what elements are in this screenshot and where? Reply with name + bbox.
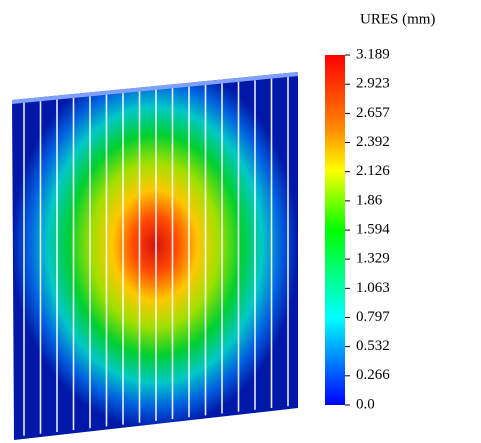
chart: URES (mm) 0.0 0.266 0.532 0.797 1.063 1.329 1.… — [0, 0, 481, 443]
colorbar-tick-label: 0.532 — [356, 338, 390, 354]
colorbar-tick-label: 1.594 — [356, 221, 390, 237]
colorbar-tick-label: 0.266 — [356, 367, 390, 383]
colorbar-tick-label: 2.923 — [356, 76, 390, 92]
colorbar-title: URES (mm) — [360, 11, 435, 27]
colorbar-tick-label: 2.126 — [356, 163, 390, 179]
colorbar-tick-label: 3.189 — [356, 46, 390, 62]
colorbar — [325, 55, 345, 405]
colorbar-tick-label: 1.86 — [356, 192, 383, 208]
colorbar-tick-label: 2.657 — [356, 105, 390, 121]
colorbar-tick-label: 0.797 — [356, 309, 390, 325]
colorbar-tick-label: 1.063 — [356, 280, 390, 296]
colorbar-tick-label: 0.0 — [356, 396, 375, 412]
colorbar-tick-label: 1.329 — [356, 251, 390, 267]
colorbar-tick-label: 2.392 — [356, 134, 390, 150]
